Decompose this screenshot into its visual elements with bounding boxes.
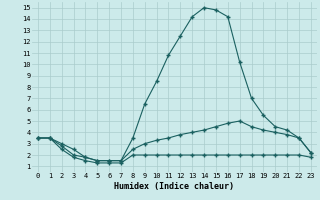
X-axis label: Humidex (Indice chaleur): Humidex (Indice chaleur) [115, 182, 234, 191]
